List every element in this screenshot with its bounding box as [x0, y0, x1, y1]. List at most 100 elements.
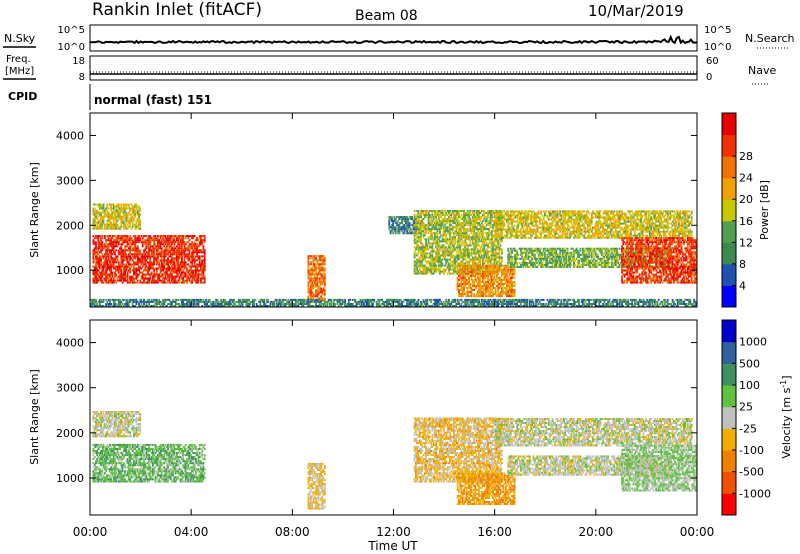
heatmap-cell	[105, 257, 108, 260]
heatmap-cell	[200, 235, 202, 238]
heatmap-cell	[159, 241, 162, 244]
heatmap-cell	[124, 225, 126, 228]
heatmap-cell	[126, 241, 129, 244]
heatmap-cell	[160, 265, 163, 268]
heatmap-cell	[139, 227, 142, 230]
heatmap-cell	[466, 287, 469, 289]
heatmap-cell	[538, 226, 541, 229]
heatmap-cell	[165, 241, 168, 244]
heatmap-cell	[153, 275, 156, 278]
heatmap-cell	[550, 236, 553, 239]
heatmap-cell	[437, 246, 440, 249]
heatmap-cell	[200, 249, 202, 252]
heatmap-cell	[138, 217, 140, 220]
heatmap-cell	[411, 216, 414, 219]
heatmap-cell	[417, 226, 420, 229]
heatmap-cell	[117, 227, 120, 230]
heatmap-cell	[307, 257, 310, 260]
heatmap-cell	[487, 285, 489, 287]
heatmap-cell	[470, 220, 473, 223]
heatmap-cell	[183, 257, 186, 260]
heatmap-cell	[139, 265, 142, 268]
heatmap-cell	[105, 253, 108, 256]
heatmap-cell	[425, 256, 427, 259]
heatmap-cell	[498, 293, 501, 296]
heatmap-cell	[120, 247, 123, 250]
heatmap-cell	[162, 251, 164, 254]
heatmap-cell	[535, 222, 537, 225]
heatmap-cell	[493, 242, 496, 245]
heatmap-cell	[155, 249, 158, 252]
heatmap-cell	[545, 214, 548, 217]
heatmap-cell	[188, 257, 191, 260]
heatmap-cell	[487, 272, 489, 275]
heatmap-cell	[397, 224, 400, 227]
heatmap-cell	[466, 260, 469, 263]
heatmap-cell	[112, 215, 115, 218]
heatmap-cell	[439, 232, 441, 235]
heatmap-cell	[197, 277, 200, 280]
heatmap-cell	[127, 265, 130, 268]
heatmap-cell	[107, 245, 110, 248]
heatmap-cell	[152, 267, 154, 270]
heatmap-cell	[508, 295, 511, 298]
heatmap-cell	[102, 263, 105, 266]
heatmap-cell	[318, 299, 321, 302]
heatmap-cell	[565, 212, 568, 215]
heatmap-cell	[413, 216, 416, 219]
heatmap-cell	[466, 216, 469, 219]
heatmap-cell	[501, 222, 503, 225]
heatmap-cell	[313, 279, 316, 282]
heatmap-cell	[197, 271, 200, 274]
heatmap-cell	[501, 278, 503, 281]
heatmap-cell	[454, 256, 457, 259]
heatmap-cell	[494, 252, 497, 255]
heatmap-cell	[391, 220, 393, 223]
heatmap-cell	[413, 268, 416, 271]
heatmap-cell	[466, 293, 469, 296]
heatmap-cell	[445, 226, 448, 229]
heatmap-cell	[492, 295, 494, 298]
heatmap-cell	[512, 295, 515, 298]
heatmap-cell	[322, 269, 325, 272]
heatmap-cell	[121, 207, 124, 210]
heatmap-cell	[482, 234, 484, 237]
heatmap-cell	[535, 236, 537, 239]
heatmap-cell	[473, 222, 476, 225]
heatmap-cell	[466, 281, 469, 283]
heatmap-cell	[195, 281, 197, 284]
heatmap-cell	[92, 277, 95, 280]
heatmap-cell	[148, 281, 151, 284]
heatmap-cell	[110, 259, 113, 262]
heatmap-cell	[129, 267, 132, 270]
heatmap-cell	[492, 254, 494, 257]
heatmap-cell	[551, 234, 554, 237]
heatmap-cell	[464, 285, 467, 287]
heatmap-cell	[110, 243, 113, 246]
heatmap-cell	[442, 256, 445, 259]
heatmap-cell	[416, 266, 419, 269]
heatmap-cell	[488, 246, 491, 249]
heatmap-cell	[449, 266, 451, 269]
heatmap-cell	[489, 283, 492, 285]
heatmap-cell	[392, 228, 395, 231]
heatmap-cell	[318, 273, 321, 276]
heatmap-cell	[506, 230, 508, 233]
heatmap-cell	[413, 246, 416, 249]
heatmap-cell	[456, 256, 459, 259]
heatmap-cell	[121, 221, 124, 224]
heatmap-cell	[138, 249, 140, 252]
heatmap-cell	[499, 214, 502, 216]
nsky-left-tick-top: 10^5	[58, 25, 85, 36]
heatmap-cell	[494, 236, 497, 239]
heatmap-cell	[551, 210, 554, 213]
heatmap-cell	[563, 214, 565, 217]
heatmap-cell	[497, 289, 500, 291]
heatmap-cell	[159, 251, 162, 254]
heatmap-cell	[202, 269, 205, 272]
heatmap-cell	[542, 230, 545, 233]
heatmap-cell	[100, 275, 102, 278]
heatmap-cell	[563, 224, 565, 227]
heatmap-cell	[130, 237, 133, 240]
heatmap-cell	[111, 271, 114, 274]
